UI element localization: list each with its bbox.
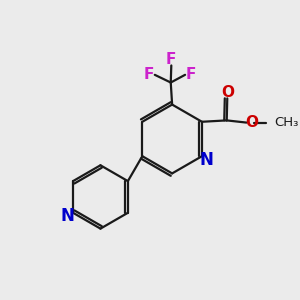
Text: O: O [221, 85, 234, 100]
Text: F: F [166, 52, 176, 68]
Text: F: F [186, 67, 196, 82]
Text: N: N [61, 206, 74, 224]
Text: N: N [200, 151, 214, 169]
Text: CH₃: CH₃ [274, 116, 299, 129]
Text: O: O [245, 115, 258, 130]
Text: F: F [143, 67, 154, 82]
